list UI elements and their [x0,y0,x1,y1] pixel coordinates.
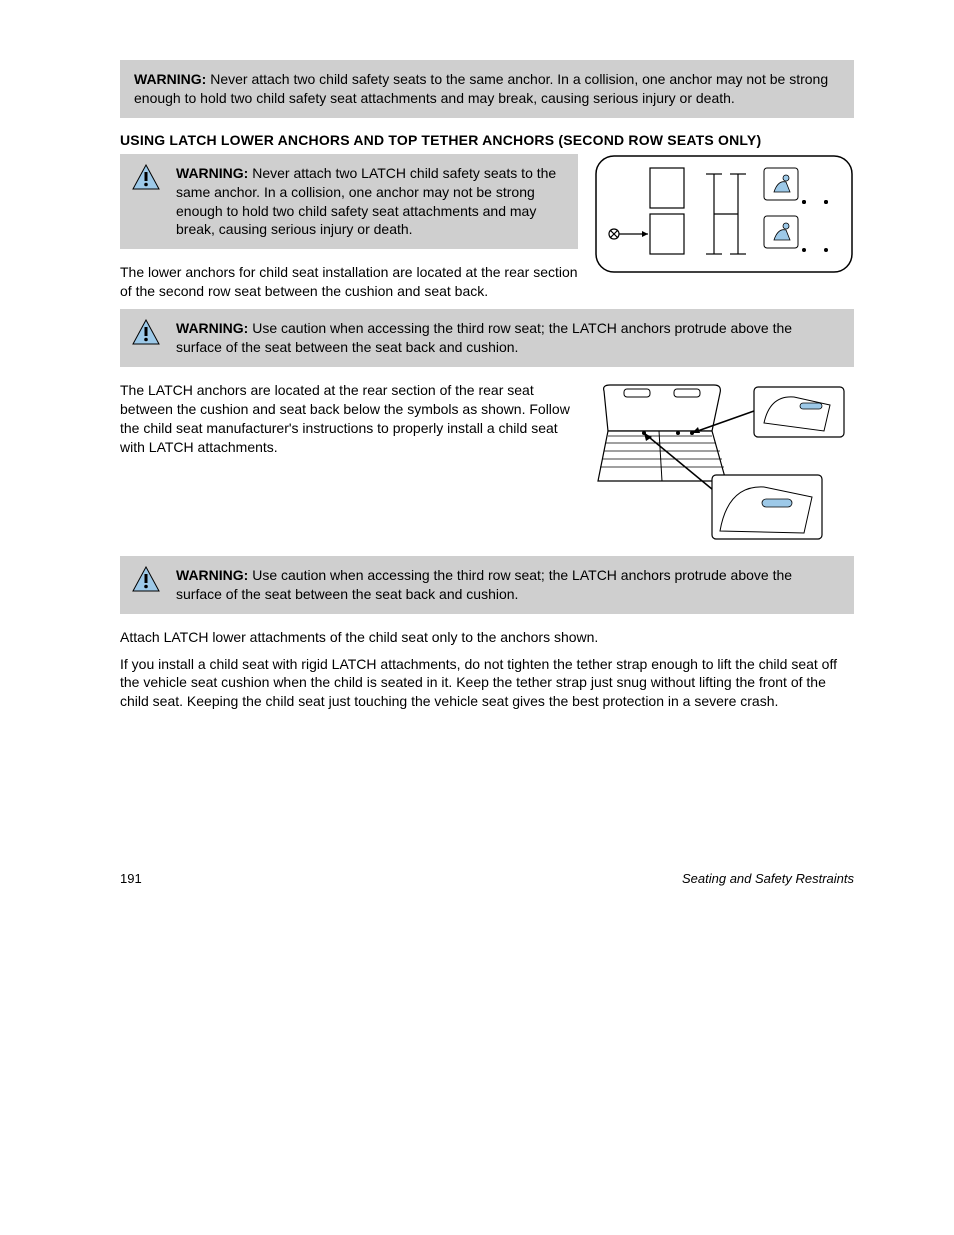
section-heading-latch: USING LATCH LOWER ANCHORS AND TOP TETHER… [120,132,854,148]
diagram-latch-panel [594,154,854,274]
warning-title-4: WARNING: [176,567,248,583]
page-footer: 191 Seating and Safety Restraints [120,871,854,886]
warning-icon [132,164,160,190]
warning-icon [132,319,160,345]
diagram-seat-anchors [594,381,854,551]
warning-text-3: Use caution when accessing the third row… [176,320,792,355]
warning-box-2: WARNING: Never attach two LATCH child sa… [120,154,578,250]
warning-box-1: WARNING: Never attach two child safety s… [120,60,854,118]
para-attach-latch: Attach LATCH lower attachments of the ch… [120,628,854,647]
warning-text-1: Never attach two child safety seats to t… [134,71,828,106]
para-lower-anchors-intro: The lower anchors for child seat install… [120,263,578,301]
warning-box-4: WARNING: Use caution when accessing the … [120,556,854,614]
warning-title-2: WARNING: [176,165,248,181]
page-number: 191 [120,871,142,886]
warning-icon [132,566,160,592]
chapter-label: Seating and Safety Restraints [682,871,854,886]
warning-box-3: WARNING: Use caution when accessing the … [120,309,854,367]
warning-text-4: Use caution when accessing the third row… [176,567,792,602]
para-anchors-location: The LATCH anchors are located at the rea… [120,381,578,457]
warning-title-1: WARNING: [134,71,206,87]
warning-title-3: WARNING: [176,320,248,336]
para-rigid-latch: If you install a child seat with rigid L… [120,655,854,712]
